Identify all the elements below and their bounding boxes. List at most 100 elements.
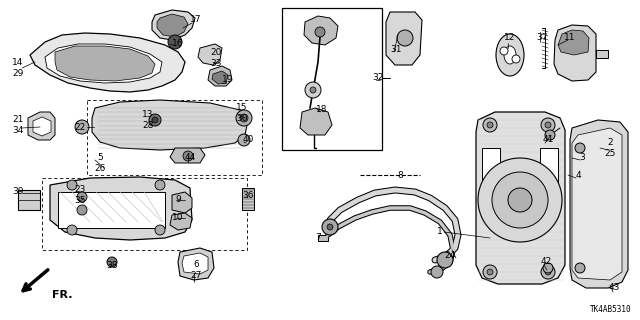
Text: 22: 22 — [74, 123, 86, 132]
Text: 12: 12 — [504, 34, 516, 43]
Circle shape — [149, 114, 161, 126]
Text: 32: 32 — [372, 74, 384, 83]
Text: 13
28: 13 28 — [142, 110, 154, 130]
Circle shape — [575, 263, 585, 273]
Text: 10: 10 — [172, 213, 184, 222]
Text: FR.: FR. — [52, 290, 72, 300]
Text: 23
35: 23 35 — [74, 185, 86, 205]
Text: 5
26: 5 26 — [94, 153, 106, 173]
Polygon shape — [304, 16, 338, 45]
Polygon shape — [30, 33, 185, 92]
Text: 31: 31 — [390, 45, 402, 54]
Circle shape — [545, 122, 551, 128]
Text: 43: 43 — [608, 284, 620, 292]
Text: 15
30: 15 30 — [236, 103, 248, 123]
Text: 17: 17 — [190, 15, 202, 25]
Polygon shape — [170, 148, 205, 163]
Circle shape — [478, 158, 562, 242]
Polygon shape — [212, 71, 228, 84]
Circle shape — [512, 55, 520, 63]
Polygon shape — [92, 100, 248, 150]
Circle shape — [437, 252, 453, 268]
Text: TK4AB5310: TK4AB5310 — [590, 305, 632, 314]
Polygon shape — [157, 14, 188, 37]
Polygon shape — [58, 192, 165, 228]
Polygon shape — [570, 120, 628, 288]
Text: 36: 36 — [243, 190, 253, 199]
Text: 1: 1 — [437, 228, 443, 236]
Ellipse shape — [496, 34, 524, 76]
Circle shape — [315, 27, 325, 37]
Circle shape — [77, 205, 87, 215]
Bar — [42, 178, 247, 250]
Circle shape — [431, 266, 443, 278]
Text: 37: 37 — [536, 34, 548, 43]
Polygon shape — [178, 248, 214, 280]
Circle shape — [541, 118, 555, 132]
Bar — [318, 235, 328, 241]
Text: 14
29: 14 29 — [12, 58, 24, 78]
Circle shape — [77, 192, 87, 202]
Polygon shape — [300, 108, 332, 135]
Circle shape — [305, 82, 321, 98]
Text: 16: 16 — [172, 38, 184, 47]
Circle shape — [487, 122, 493, 128]
Circle shape — [397, 30, 413, 46]
Circle shape — [168, 35, 182, 49]
Polygon shape — [45, 44, 162, 83]
Polygon shape — [554, 25, 596, 81]
Text: 21
34: 21 34 — [12, 115, 24, 135]
Text: 18: 18 — [316, 106, 328, 115]
Circle shape — [107, 257, 117, 267]
Circle shape — [543, 263, 553, 273]
Polygon shape — [476, 112, 565, 284]
Bar — [540, 148, 558, 198]
Text: 9: 9 — [175, 196, 181, 204]
Text: 8: 8 — [397, 171, 403, 180]
Bar — [18, 190, 40, 210]
Circle shape — [575, 143, 585, 153]
Circle shape — [155, 225, 165, 235]
Polygon shape — [50, 177, 192, 240]
Circle shape — [183, 151, 193, 161]
Circle shape — [541, 265, 555, 279]
Ellipse shape — [504, 46, 516, 64]
Text: 19: 19 — [222, 76, 234, 84]
Circle shape — [238, 134, 250, 146]
Text: 2
25: 2 25 — [604, 138, 616, 158]
Circle shape — [483, 118, 497, 132]
Polygon shape — [208, 66, 232, 86]
Bar — [282, 8, 382, 150]
Circle shape — [75, 120, 89, 134]
Polygon shape — [182, 253, 208, 274]
Polygon shape — [558, 30, 589, 55]
Circle shape — [67, 225, 77, 235]
Polygon shape — [172, 192, 192, 213]
Polygon shape — [28, 112, 55, 140]
Text: 3: 3 — [579, 154, 585, 163]
Polygon shape — [386, 12, 422, 65]
Polygon shape — [572, 128, 622, 280]
Circle shape — [67, 180, 77, 190]
Bar — [482, 148, 500, 198]
Text: 6
27: 6 27 — [190, 260, 202, 280]
Text: 4: 4 — [575, 171, 581, 180]
Bar — [242, 188, 254, 210]
Text: 41: 41 — [542, 135, 554, 145]
Text: 44: 44 — [184, 154, 196, 163]
Circle shape — [492, 172, 548, 228]
Circle shape — [545, 269, 551, 275]
Text: 24: 24 — [444, 251, 456, 260]
Bar — [596, 50, 608, 58]
Circle shape — [327, 224, 333, 230]
Text: 40: 40 — [243, 135, 253, 145]
Text: 7: 7 — [315, 233, 321, 242]
Bar — [87, 100, 262, 175]
Polygon shape — [198, 44, 222, 65]
Circle shape — [155, 180, 165, 190]
Circle shape — [500, 47, 508, 55]
Circle shape — [236, 110, 252, 126]
Text: 42: 42 — [540, 258, 552, 267]
Polygon shape — [152, 10, 195, 40]
Circle shape — [483, 265, 497, 279]
